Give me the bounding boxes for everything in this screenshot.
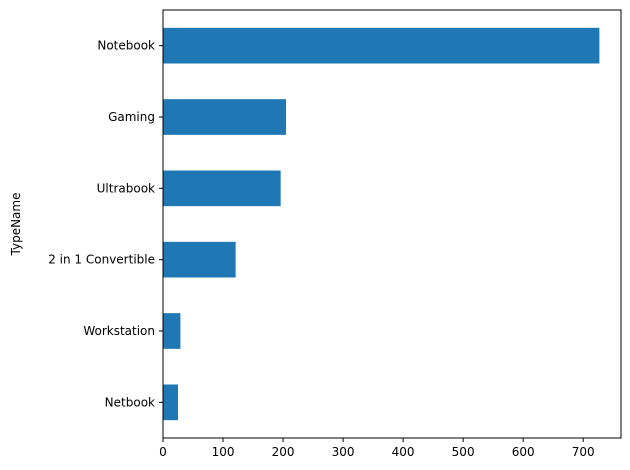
x-tick-label: 100	[212, 445, 235, 459]
bar-gaming	[163, 99, 287, 135]
y-tick-label: Ultrabook	[97, 181, 155, 195]
plot-frame	[162, 9, 622, 439]
y-tick-label: Notebook	[97, 39, 155, 53]
x-tick-label: 300	[332, 445, 355, 459]
x-tick-label: 500	[452, 445, 475, 459]
x-tick-label: 600	[512, 445, 535, 459]
bars-group	[163, 27, 600, 421]
y-tick-label: Gaming	[108, 110, 155, 124]
x-tick-label: 400	[392, 445, 415, 459]
bar-2-in-1-convertible	[163, 241, 236, 278]
bar-workstation	[163, 313, 181, 349]
y-axis-title: TypeName	[9, 193, 23, 257]
x-tick-label: 700	[572, 445, 595, 459]
bar-ultrabook	[163, 170, 281, 207]
bar-notebook	[163, 27, 600, 64]
x-axis-ticks: 0 100 200 300 400 500 600 700	[159, 438, 595, 459]
y-tick-label: 2 in 1 Convertible	[48, 253, 155, 267]
x-tick-label: 200	[272, 445, 295, 459]
y-tick-label: Netbook	[105, 395, 155, 409]
x-tick-label: 0	[159, 445, 167, 459]
bar-netbook	[163, 384, 179, 421]
y-tick-label: Workstation	[83, 324, 155, 338]
y-axis-ticks: Netbook Workstation 2 in 1 Convertible Ultr…	[48, 39, 163, 409]
